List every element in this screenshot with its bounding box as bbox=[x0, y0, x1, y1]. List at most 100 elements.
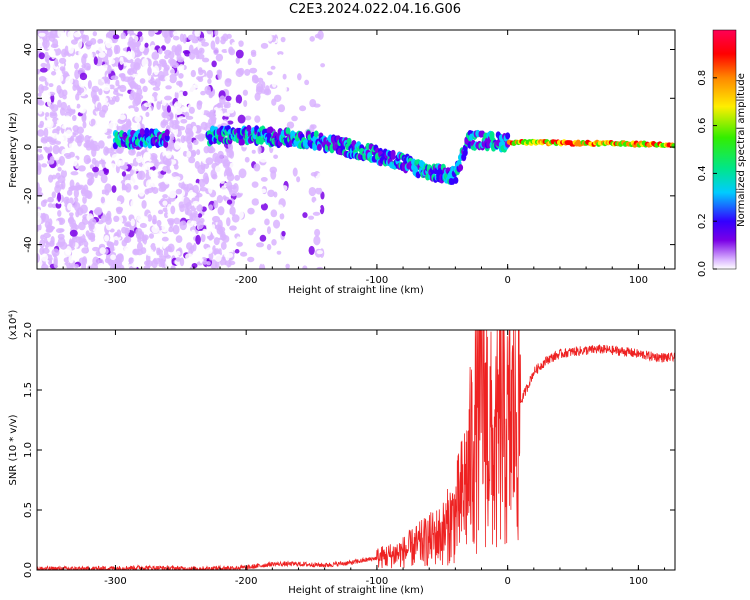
heatmap-speckle bbox=[158, 58, 167, 65]
heatmap-speckle bbox=[73, 264, 79, 269]
heatmap-speckle bbox=[223, 104, 231, 109]
heatmap-speckle bbox=[81, 247, 90, 254]
heatmap-speckle bbox=[214, 253, 222, 263]
heatmap-speckle bbox=[91, 85, 100, 93]
heatmap-speckle bbox=[49, 155, 55, 164]
heatmap-speckle bbox=[97, 133, 102, 141]
heatmap-speckle bbox=[254, 76, 259, 84]
heatmap-speckle bbox=[174, 101, 182, 109]
heatmap-speckle bbox=[102, 83, 111, 92]
heatmap-speckle bbox=[192, 200, 200, 207]
heatmap-speckle bbox=[245, 115, 252, 121]
heatmap-speckle bbox=[168, 226, 174, 233]
heatmap-speckle bbox=[64, 108, 71, 114]
heatmap-speckle bbox=[47, 31, 54, 39]
heatmap-speckle bbox=[134, 106, 139, 113]
heatmap-speckle bbox=[98, 88, 103, 96]
ridge-cell bbox=[316, 143, 322, 151]
heatmap-speckle bbox=[223, 64, 230, 72]
heatmap-speckle bbox=[174, 91, 179, 100]
heatmap-speckle bbox=[76, 126, 85, 135]
heatmap-speckle bbox=[47, 196, 54, 203]
heatmap-speckle bbox=[110, 254, 116, 261]
heatmap-speckle bbox=[73, 62, 80, 70]
heatmap-speckle bbox=[173, 217, 181, 225]
heatmap-speckle bbox=[144, 42, 149, 48]
heatmap-speckle bbox=[291, 115, 298, 122]
heatmap-speckle bbox=[58, 155, 66, 166]
heatmap-speckle bbox=[195, 125, 202, 134]
heatmap-speckle bbox=[228, 46, 234, 55]
heatmap-speckle bbox=[52, 38, 59, 48]
heatmap-speckle bbox=[163, 64, 170, 71]
heatmap-speckle bbox=[259, 234, 267, 242]
heatmap-speckle bbox=[57, 166, 62, 172]
heatmap-speckle bbox=[73, 197, 79, 203]
heatmap-speckle bbox=[151, 51, 160, 61]
heatmap-speckle bbox=[190, 212, 199, 218]
heatmap-speckle bbox=[192, 184, 199, 194]
heatmap-speckle bbox=[85, 190, 93, 200]
heatmap-speckle bbox=[70, 157, 78, 167]
heatmap-speckle bbox=[110, 75, 119, 81]
heatmap-speckle bbox=[115, 79, 120, 87]
heatmap-speckle bbox=[100, 174, 108, 184]
heatmap-speckle bbox=[148, 30, 155, 37]
heatmap-speckle bbox=[225, 78, 232, 83]
heatmap-speckle bbox=[175, 257, 182, 262]
heatmap-speckle bbox=[186, 242, 193, 251]
heatmap-speckle bbox=[55, 140, 61, 145]
heatmap-speckle bbox=[282, 86, 288, 93]
heatmap-speckle bbox=[60, 169, 68, 179]
heatmap-speckle bbox=[179, 221, 184, 227]
heatmap-speckle bbox=[249, 67, 258, 74]
heatmap-speckle bbox=[171, 61, 179, 69]
y-tick-label: 0.0 bbox=[23, 562, 34, 578]
heatmap-speckle bbox=[225, 251, 230, 261]
heatmap-speckle bbox=[152, 86, 161, 91]
heatmap-speckle bbox=[259, 263, 266, 269]
heatmap-speckle bbox=[78, 78, 86, 88]
heatmap-speckle bbox=[50, 71, 57, 76]
heatmap-speckle bbox=[165, 89, 173, 97]
heatmap-speckle bbox=[149, 153, 158, 161]
heatmap-speckle bbox=[169, 73, 177, 84]
heatmap-speckle bbox=[67, 216, 75, 225]
heatmap-speckle bbox=[260, 188, 267, 194]
heatmap-speckle bbox=[313, 166, 322, 173]
heatmap-speckle bbox=[205, 228, 211, 237]
heatmap-speckle bbox=[66, 89, 72, 99]
heatmap-speckle bbox=[59, 241, 68, 250]
heatmap-speckle bbox=[68, 107, 76, 115]
heatmap-speckle bbox=[175, 250, 181, 256]
heatmap-speckle bbox=[168, 236, 175, 243]
heatmap-speckle bbox=[250, 239, 255, 250]
heatmap-speckle bbox=[176, 212, 183, 219]
heatmap-speckle bbox=[40, 253, 49, 262]
heatmap-speckle bbox=[320, 191, 325, 200]
heatmap-speckle bbox=[65, 76, 74, 86]
heatmap-speckle bbox=[45, 91, 51, 99]
heatmap-speckle bbox=[96, 66, 103, 72]
heatmap-speckle bbox=[75, 210, 80, 218]
heatmap-speckle bbox=[163, 211, 169, 219]
heatmap-speckle bbox=[136, 215, 144, 223]
x-tick-label: -100 bbox=[366, 275, 389, 286]
heatmap-speckle bbox=[271, 79, 277, 88]
heatmap-speckle bbox=[220, 185, 227, 194]
heatmap-speckle bbox=[74, 201, 81, 212]
heatmap-speckle bbox=[207, 78, 212, 85]
heatmap-speckle bbox=[225, 191, 230, 197]
heatmap-speckle bbox=[203, 243, 209, 250]
heatmap-speckle bbox=[82, 121, 87, 129]
heatmap-speckle bbox=[60, 48, 68, 58]
heatmap-speckle bbox=[281, 146, 287, 153]
heatmap-speckle bbox=[56, 135, 65, 142]
heatmap-speckle bbox=[162, 194, 168, 199]
heatmap-speckle bbox=[186, 150, 192, 158]
heatmap-speckle bbox=[51, 248, 60, 257]
heatmap-speckle bbox=[226, 217, 231, 227]
heatmap-speckle bbox=[180, 118, 188, 124]
heatmap-speckle bbox=[238, 40, 244, 47]
heatmap-speckle bbox=[308, 215, 315, 220]
